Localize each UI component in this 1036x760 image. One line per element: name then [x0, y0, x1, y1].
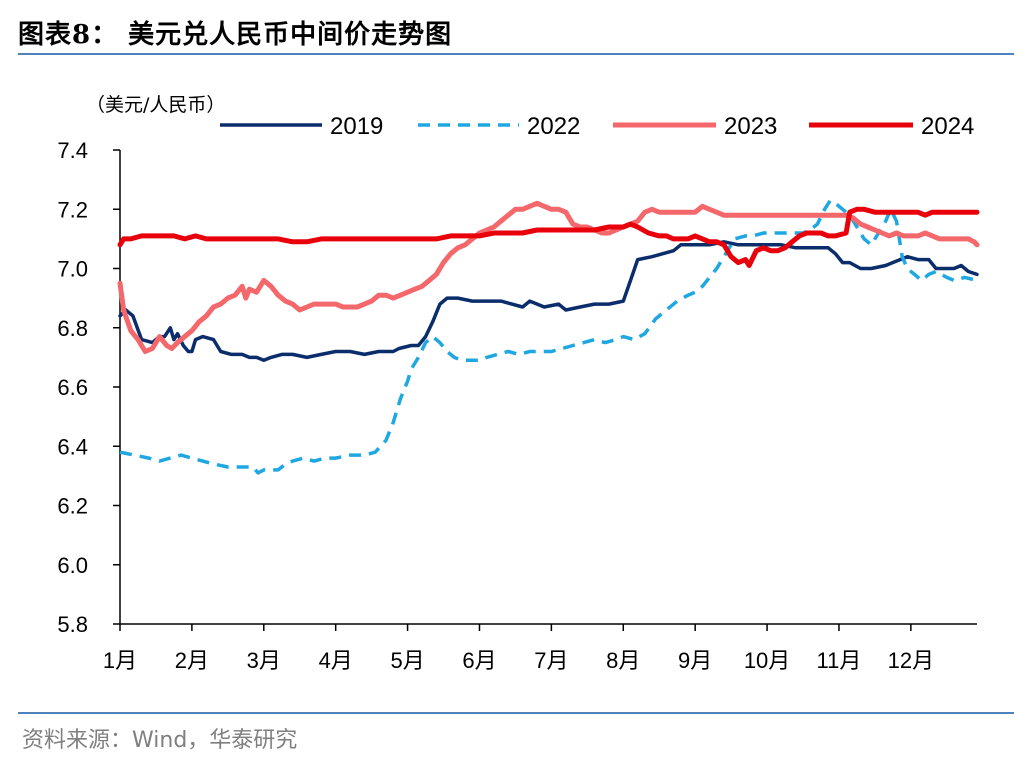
series-line-2023	[117, 200, 980, 354]
y-tick-label: 6.6	[57, 375, 88, 400]
series-layer	[117, 198, 980, 475]
series-line-2019	[118, 240, 979, 363]
x-tick-label: 2月	[175, 648, 209, 673]
legend-label-2022: 2022	[527, 113, 580, 140]
chart-title: 图表8： 美元兑人民币中间价走势图	[18, 20, 453, 50]
x-tick-label: 6月	[462, 648, 496, 673]
line-chart: 2019 2022 2023 2024 （美元/人民币） 5.8 6.0 6.2 6.4 6.…	[57, 94, 980, 673]
x-tick-label: 8月	[606, 648, 640, 673]
footer-divider	[18, 712, 1014, 714]
x-tick-label: 3月	[247, 648, 281, 673]
y-tick-label: 7.0	[57, 257, 88, 282]
series-line-2024	[117, 206, 980, 268]
title-divider	[18, 53, 1014, 55]
y-tick-label: 6.0	[57, 553, 88, 578]
y-axis: 5.8 6.0 6.2 6.4 6.6 6.8 7.0 7.2 7.4	[57, 138, 121, 637]
x-tick-label: 12月	[888, 648, 934, 673]
x-tick-label: 10月	[744, 648, 790, 673]
legend-label-2024: 2024	[921, 113, 974, 140]
y-tick-label: 6.4	[57, 434, 88, 459]
legend-label-2023: 2023	[724, 113, 777, 140]
y-tick-label: 7.2	[57, 197, 88, 222]
y-tick-label: 7.4	[57, 138, 88, 163]
source-note: 资料来源：Wind，华泰研究	[22, 728, 298, 753]
x-axis: 1月 2月 3月 4月 5月 6月 7月 8月 9月 10月 11月 12月	[103, 623, 977, 673]
x-tick-label: 11月	[817, 648, 862, 673]
x-tick-label: 5月	[390, 648, 424, 673]
x-tick-label: 7月	[534, 648, 568, 673]
y-tick-label: 6.8	[57, 316, 88, 341]
y-tick-label: 6.2	[57, 494, 88, 519]
x-tick-label: 1月	[103, 648, 137, 673]
legend-label-2019: 2019	[330, 113, 383, 140]
x-tick-label: 9月	[678, 648, 712, 673]
y-axis-unit-label: （美元/人民币）	[86, 94, 225, 116]
x-tick-label: 4月	[319, 648, 353, 673]
y-tick-label: 5.8	[57, 612, 88, 637]
legend: 2019 2022 2023 2024	[220, 113, 974, 140]
